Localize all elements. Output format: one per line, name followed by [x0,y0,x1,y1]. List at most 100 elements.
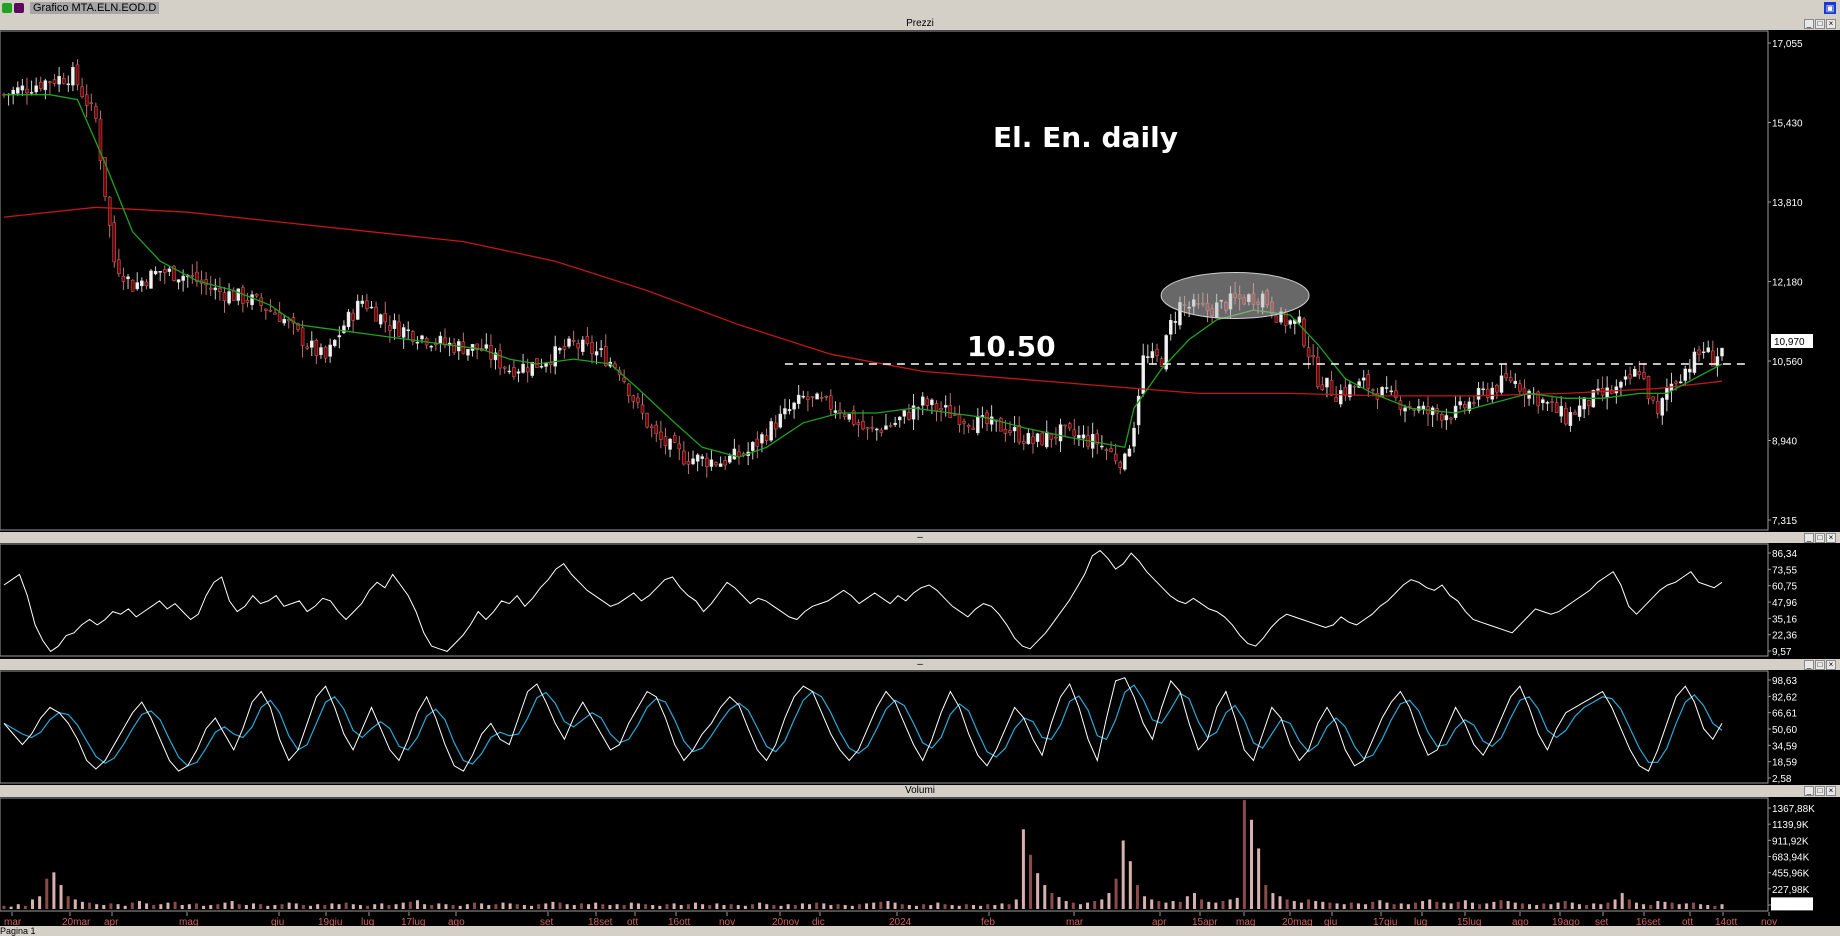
volume-tick-label: 1367,88K [1772,804,1815,815]
candle-body [360,300,365,304]
candle-body [1155,349,1159,356]
candle-body [1026,433,1031,445]
volume-bar [209,905,213,909]
candle-body [383,313,388,323]
volume-bar [1043,885,1047,909]
candle-body [654,424,659,435]
volume-bar [793,905,797,909]
candle-body [999,417,1003,432]
price-tick-label: 10,560 [1772,357,1803,368]
candle-body [296,323,300,330]
candle-body [94,106,98,119]
volume-bar [9,906,13,909]
volume-bar [1128,861,1132,909]
volume-bar [102,905,106,909]
candle-body [323,346,328,359]
volume-bar [180,905,184,909]
candle-body [1554,402,1559,413]
candle-body [401,327,406,338]
close-button[interactable]: × [1826,660,1836,670]
time-tick-label: giu [1324,917,1337,928]
volume-bar [1499,900,1503,909]
volume-bar [1642,904,1646,909]
volume-bar [836,904,840,909]
candle-body [705,457,709,467]
volume-bar [1036,873,1040,909]
candle-body [842,414,847,417]
osc2-panel-controls: _ □ × [1804,660,1836,670]
candle-body [1403,407,1407,412]
candle-body [567,338,571,347]
candle-body [434,343,438,346]
candle-body [728,455,732,463]
page-indicator[interactable]: Pagina 1 [0,926,36,936]
maximize-button[interactable]: □ [1815,786,1825,796]
minimize-button[interactable]: _ [1804,19,1814,29]
candle-body [1302,318,1306,347]
candle-body [856,422,861,426]
minimize-button[interactable]: _ [1804,786,1814,796]
candles [2,59,1724,478]
candle-body [810,396,815,398]
volume-bar [1292,901,1296,909]
time-tick-label: 16ott [668,917,690,928]
candle-body [1031,436,1035,445]
candle-body [314,340,319,356]
candle-body [1035,433,1040,442]
volume-bar [373,904,377,909]
close-button[interactable]: × [1826,533,1836,543]
volume-bar [1485,903,1489,909]
play-icon[interactable] [14,3,24,13]
osc1-tick-label: 60,75 [1772,582,1797,593]
volume-bar [252,903,256,909]
candle-body [829,395,833,410]
volume-bar [772,905,776,909]
candle-body [1159,358,1164,367]
volume-bar [1214,902,1218,909]
minimize-button[interactable]: _ [1804,660,1814,670]
candle-body [300,327,305,347]
volume-bar [601,904,605,909]
volume-bar [1242,800,1246,909]
candle-body [475,343,479,350]
volume-bar [38,896,42,909]
candle-body [461,341,466,354]
volume-bar [1235,897,1239,909]
candle-body [176,279,181,283]
volume-bar [957,905,961,909]
candle-body [1169,320,1173,335]
volume-bar [622,905,626,909]
maximize-button[interactable]: □ [1815,19,1825,29]
candle-body [1614,386,1619,394]
candle-body [332,339,337,347]
candle-body [801,395,806,398]
candle-body [1095,433,1100,445]
candle-body [819,397,824,399]
minimize-button[interactable]: _ [1804,533,1814,543]
volume-bar [1378,900,1382,909]
time-tick-label: 18set [588,917,613,928]
maximize-button[interactable]: □ [1815,660,1825,670]
candle-body [562,346,567,350]
time-tick-label: nov [1761,917,1777,928]
volume-bar [123,905,127,909]
candle-body [599,348,603,350]
osc2-tick-label: 66,61 [1772,709,1797,720]
candle-body [668,438,672,450]
candle-body [1508,377,1513,382]
maximize-button[interactable]: □ [1815,533,1825,543]
volume-bar [1699,904,1703,909]
price-tick-label: 17,055 [1772,39,1803,50]
volume-bar [1656,901,1660,909]
close-button[interactable]: × [1826,19,1836,29]
volume-bar [487,905,491,909]
candle-body [792,402,796,410]
window-restore-button[interactable]: ▣ [1824,2,1836,14]
candle-body [962,421,966,424]
candle-body [1040,432,1044,446]
candle-body [71,67,75,86]
close-button[interactable]: × [1826,786,1836,796]
volume-bar [693,902,697,909]
volume-bar [1071,902,1075,909]
